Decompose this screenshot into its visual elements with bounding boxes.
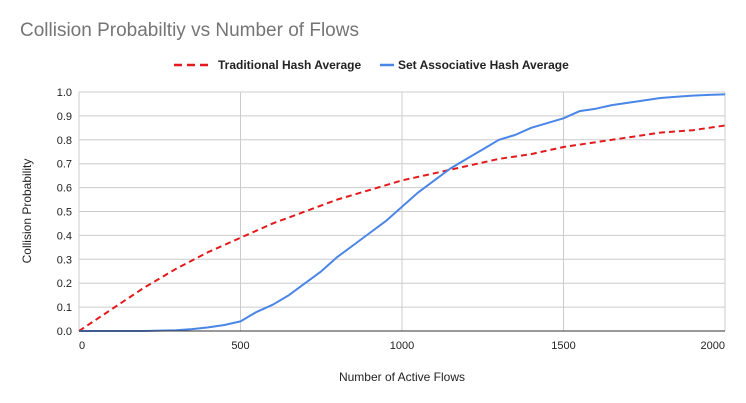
y-tick-label: 0.2: [57, 278, 72, 290]
y-tick-label: 0.8: [57, 135, 72, 147]
y-tick-label: 0.7: [57, 159, 72, 171]
y-tick-label: 0.1: [57, 302, 72, 314]
y-axis-label: Collision Probability: [20, 159, 34, 264]
x-tick-label: 1500: [551, 340, 575, 352]
axes: 0.0 0.1 0.2 0.3 0.4 0.5 0.6 0.7 0.8 0.9 1.0 0 500 100…: [57, 87, 725, 352]
legend-label-0: Traditional Hash Average: [218, 58, 361, 72]
series-line-1: [79, 93, 726, 332]
x-tick-label: 500: [231, 340, 249, 352]
x-axis-label: Number of Active Flows: [339, 370, 465, 384]
x-tick-label: 0: [79, 340, 85, 352]
gridlines: [78, 91, 726, 332]
legend-label-1: Set Associative Hash Average: [398, 58, 569, 72]
x-tick-label: 1000: [390, 340, 414, 352]
y-tick-label: 1.0: [57, 87, 72, 99]
legend: Traditional Hash Average Set Associative …: [174, 58, 569, 72]
x-tick-label: 2000: [701, 340, 725, 352]
y-tick-label: 0.5: [57, 207, 72, 219]
y-tick-label: 0.3: [57, 254, 72, 266]
y-tick-label: 0.0: [57, 326, 72, 338]
chart-title: Collision Probabiltiy vs Number of Flows: [20, 20, 359, 41]
y-tick-label: 0.4: [57, 230, 72, 242]
y-tick-label: 0.6: [57, 183, 72, 195]
y-tick-label: 0.9: [57, 111, 72, 123]
series-lines: [78, 93, 726, 332]
